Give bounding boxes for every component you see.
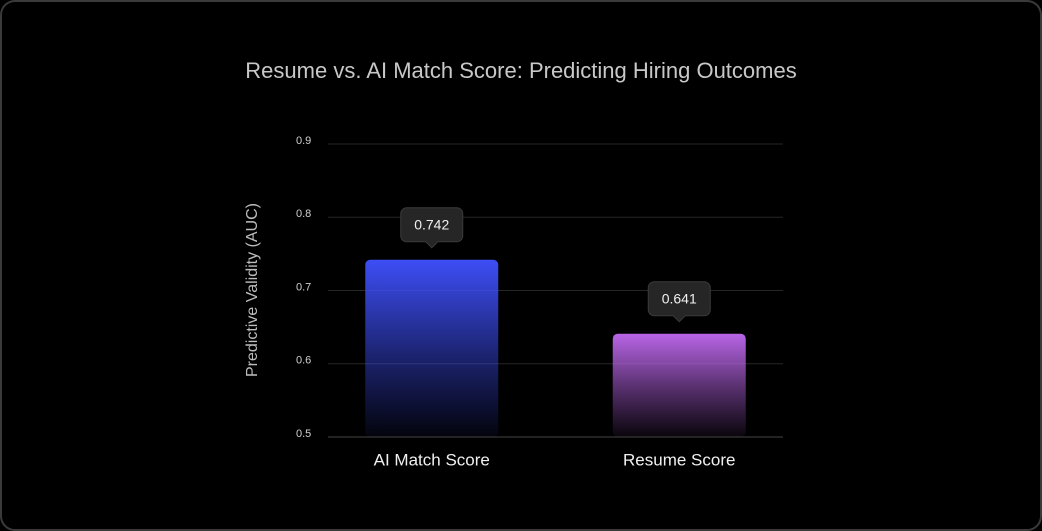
tooltip-box bbox=[647, 281, 711, 323]
y-tick-label: 0.7 bbox=[296, 281, 311, 293]
value-label: 0.742 bbox=[414, 216, 449, 232]
y-tick-label: 0.6 bbox=[296, 355, 311, 367]
y-tick-label: 0.8 bbox=[296, 208, 311, 220]
bar bbox=[612, 333, 746, 437]
value-label: 0.641 bbox=[662, 290, 697, 306]
x-tick-label: Resume Score bbox=[623, 450, 735, 469]
y-axis-label: Predictive Validity (AUC) bbox=[244, 203, 261, 377]
tooltip-box bbox=[400, 207, 464, 249]
x-tick-label: AI Match Score bbox=[374, 450, 490, 469]
y-tick-label: 0.9 bbox=[296, 135, 311, 147]
y-tick-label: 0.5 bbox=[296, 428, 311, 440]
chart-title: Resume vs. AI Match Score: Predicting Hi… bbox=[245, 58, 796, 83]
bar bbox=[365, 259, 499, 437]
